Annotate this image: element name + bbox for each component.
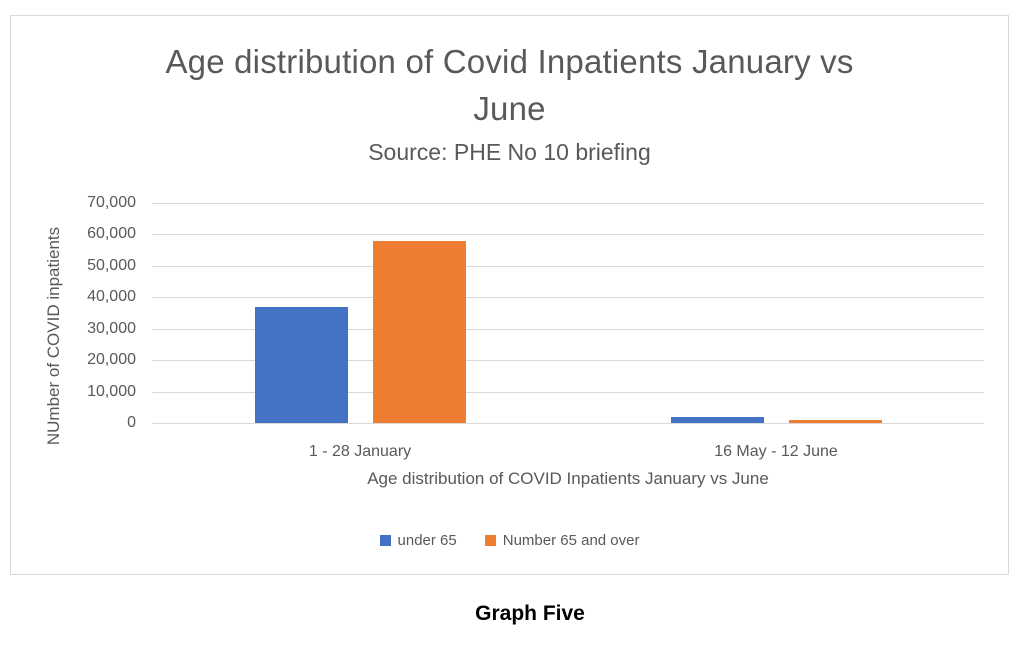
legend-swatch-icon: [484, 535, 496, 546]
chart-container: Age distribution of Covid Inpatients Jan…: [10, 15, 1009, 575]
gridline: [152, 234, 984, 236]
gridline: [152, 360, 984, 362]
chart-title: Age distribution of Covid Inpatients Jan…: [11, 38, 1008, 132]
gridline: [152, 297, 984, 299]
y-axis-tick-label: 20,000: [87, 351, 136, 369]
gridline: [152, 328, 984, 330]
gridline: [152, 423, 984, 424]
chart-subtitle: Source: PHE No 10 briefing: [368, 139, 651, 165]
chart-title-line-2: June: [473, 90, 546, 127]
y-axis-tick-label: 10,000: [87, 382, 136, 400]
y-axis-tick-label: 30,000: [87, 319, 136, 337]
legend-item-number-65-and-over: Number 65 and over: [484, 532, 640, 549]
legend-label: Number 65 and over: [502, 532, 640, 549]
gridline: [152, 391, 984, 393]
x-axis-category-label: 16 May - 12 June: [714, 443, 838, 460]
gridline: [152, 203, 984, 204]
bar-under-65-16-may-12-june: [670, 417, 764, 423]
bar-number-65-and-over-1-28-january: [372, 241, 466, 423]
chart-title-line-1: Age distribution of Covid Inpatients Jan…: [165, 43, 854, 80]
y-axis-tick-label: 50,000: [87, 256, 136, 274]
figure-caption: Graph Five: [475, 602, 585, 625]
gridline: [152, 265, 984, 267]
legend-label: under 65: [397, 532, 457, 549]
legend-item-under-65: under 65: [379, 532, 457, 549]
y-axis-tick-label: 0: [127, 414, 136, 431]
bar-number-65-and-over-16-may-12-june: [788, 420, 882, 423]
bar-under-65-1-28-january: [254, 307, 348, 423]
legend: under 65 Number 65 and over: [11, 532, 1008, 549]
legend-swatch-icon: [379, 535, 391, 546]
x-axis-title: Age distribution of COVID Inpatients Jan…: [367, 469, 769, 488]
y-axis-tick-label: 60,000: [87, 225, 136, 243]
y-axis-tick-label: 70,000: [87, 194, 136, 211]
x-axis-category-label: 1 - 28 January: [308, 443, 412, 460]
y-axis-tick-label: 40,000: [87, 288, 136, 306]
